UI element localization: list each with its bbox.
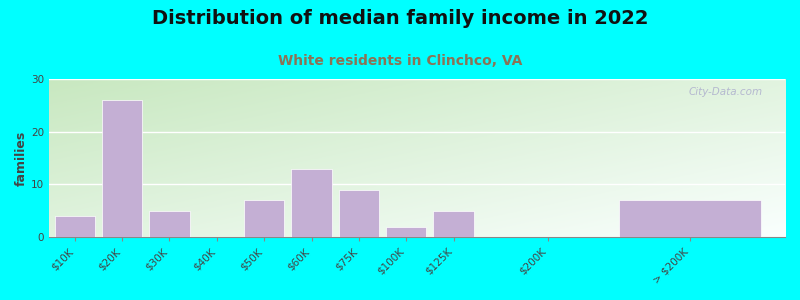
Bar <box>54 216 95 237</box>
Text: White residents in Clinchco, VA: White residents in Clinchco, VA <box>278 54 522 68</box>
Bar <box>338 190 379 237</box>
Y-axis label: families: families <box>15 130 28 186</box>
Bar <box>102 100 142 237</box>
Text: Distribution of median family income in 2022: Distribution of median family income in … <box>152 9 648 28</box>
Bar <box>244 200 284 237</box>
Bar <box>386 226 426 237</box>
Bar <box>619 200 762 237</box>
Bar <box>150 211 190 237</box>
Bar <box>291 169 332 237</box>
Text: City-Data.com: City-Data.com <box>689 87 763 97</box>
Bar <box>434 211 474 237</box>
